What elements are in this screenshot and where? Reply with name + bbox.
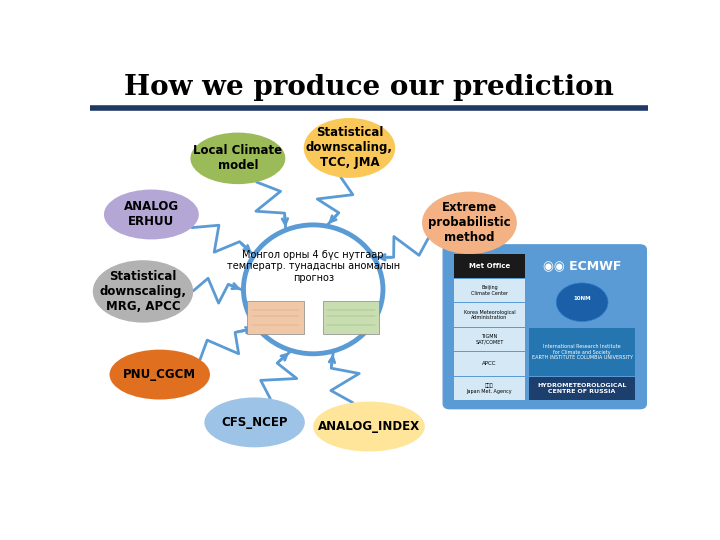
Text: HYDROMETEOROLOGICAL
CENTRE OF RUSSIA: HYDROMETEOROLOGICAL CENTRE OF RUSSIA [537,383,627,394]
Text: Extreme
probabilistic
method: Extreme probabilistic method [428,201,510,244]
FancyBboxPatch shape [529,328,635,376]
Text: Met Office: Met Office [469,263,510,269]
Circle shape [556,283,608,321]
Text: PNU_CGCM: PNU_CGCM [123,368,197,381]
Text: CFS_NCEP: CFS_NCEP [221,416,288,429]
FancyBboxPatch shape [454,303,525,327]
Text: Beijing
Climate Center: Beijing Climate Center [471,285,508,296]
Text: 気象庁
Japan Met. Agency: 気象庁 Japan Met. Agency [467,383,513,394]
Text: ◉◉ ECMWF: ◉◉ ECMWF [543,259,621,272]
Ellipse shape [422,192,517,254]
FancyBboxPatch shape [454,328,525,352]
Text: TIGMN
SAT/COMET: TIGMN SAT/COMET [475,334,504,345]
Text: 10NM: 10NM [573,296,591,301]
FancyBboxPatch shape [248,301,304,334]
FancyBboxPatch shape [454,279,525,302]
FancyBboxPatch shape [444,245,647,409]
Text: APCC: APCC [482,361,497,367]
Ellipse shape [313,402,425,451]
Text: How we produce our prediction: How we produce our prediction [124,74,614,101]
FancyBboxPatch shape [454,352,525,376]
Text: Statistical
downscaling,
MRG, APCC: Statistical downscaling, MRG, APCC [99,270,186,313]
Text: Монгол орны 4 бүс нутгаар
температр. тунадасны аномалын
прогноз: Монгол орны 4 бүс нутгаар температр. тун… [227,250,400,283]
Ellipse shape [190,133,285,184]
Ellipse shape [304,118,395,178]
FancyBboxPatch shape [454,254,525,278]
Text: Korea Meteorological
Administration: Korea Meteorological Administration [464,309,516,320]
Ellipse shape [109,349,210,400]
Ellipse shape [204,397,305,447]
FancyBboxPatch shape [454,377,525,400]
Text: Local Climate
model: Local Climate model [193,144,282,172]
Ellipse shape [243,225,383,354]
FancyBboxPatch shape [323,301,379,334]
Text: ANALOG_INDEX: ANALOG_INDEX [318,420,420,433]
FancyBboxPatch shape [529,377,635,400]
Text: ANALOG
ERHUU: ANALOG ERHUU [124,200,179,228]
Ellipse shape [93,260,193,322]
Text: Statistical
downscaling,
TCC, JMA: Statistical downscaling, TCC, JMA [306,126,393,170]
Text: International Research Institute
for Climate and Society
EARTH INSTITUTE COLUMBI: International Research Institute for Cli… [531,344,633,360]
Ellipse shape [104,190,199,239]
